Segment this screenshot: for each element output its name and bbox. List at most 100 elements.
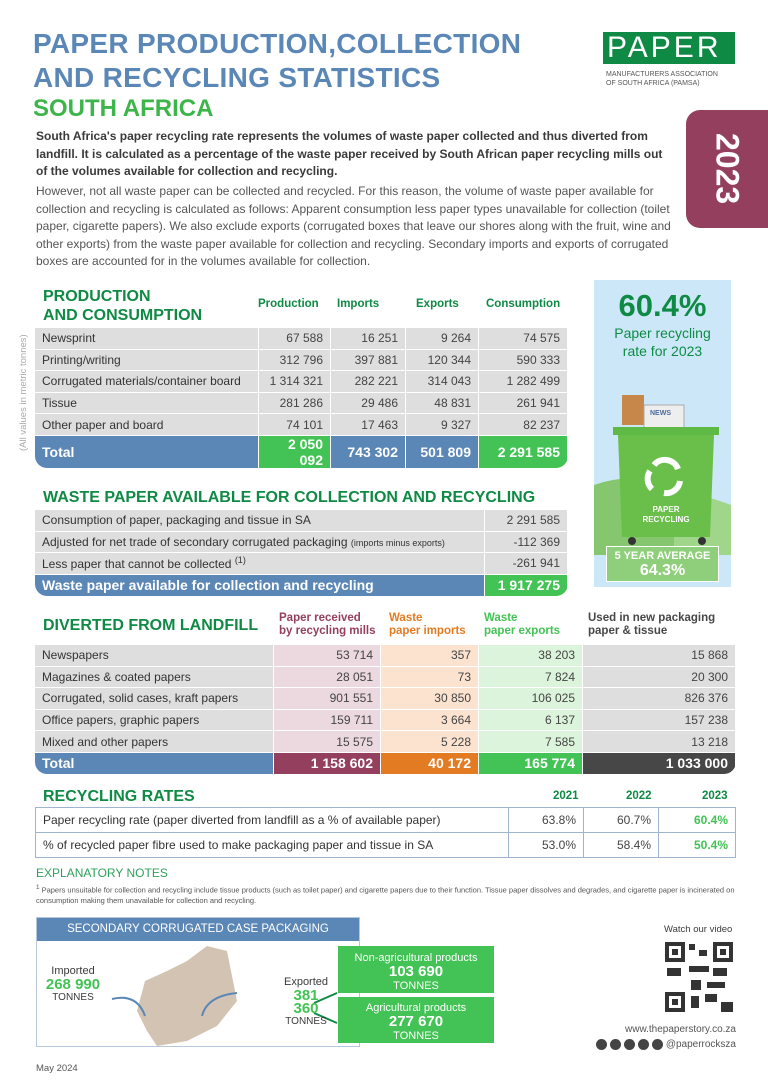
- five-year-average: 5 YEAR AVERAGE 64.3%: [606, 546, 719, 582]
- table-cell: 48 831: [405, 391, 479, 415]
- exported-unit: TONNES: [285, 1016, 327, 1027]
- exported-label: Exported: [283, 976, 329, 988]
- table-cell: 63.8%: [508, 807, 584, 833]
- table-cell: 159 711: [273, 708, 381, 732]
- table-cell: 53 714: [273, 644, 381, 667]
- imported-block: Imported 268 990 TONNES: [43, 965, 103, 1004]
- table-cell: 314 043: [405, 370, 479, 393]
- table-cell: 17 463: [330, 413, 406, 436]
- total-row: Waste paper available for collection and…: [34, 573, 568, 597]
- table-cell: 282 221: [330, 370, 406, 393]
- logo-caption-2: OF SOUTH AFRICA (PAMSA): [606, 80, 700, 87]
- website-link[interactable]: www.thepaperstory.co.za: [625, 1024, 736, 1035]
- table-cell: 67 588: [258, 327, 331, 350]
- table-cell: 312 796: [258, 348, 331, 372]
- social-handle[interactable]: @paperrocksza: [665, 1039, 736, 1050]
- table-cell: 16 251: [330, 327, 406, 350]
- imported-unit: TONNES: [52, 992, 94, 1003]
- rates-table: Paper recycling rate (paper diverted fro…: [35, 807, 736, 858]
- table-cell: 9 327: [405, 413, 479, 436]
- table-cell: Total: [34, 434, 259, 469]
- table-cell: 82 237: [478, 413, 568, 436]
- non-ag-label: Non-agricultural products: [354, 952, 478, 964]
- diverted-column-header: Waste paper exports: [484, 612, 560, 638]
- total-row: Total 2 050 092 743 302 501 809 2 291 585: [34, 434, 568, 469]
- table-cell: 73: [380, 665, 479, 689]
- publish-date: May 2024: [36, 1063, 78, 1074]
- ag-unit: TONNES: [393, 1030, 439, 1042]
- table-cell: % of recycled paper fibre used to make p…: [35, 832, 509, 858]
- table-cell: Adjusted for net trade of secondary corr…: [34, 530, 485, 554]
- table-cell: 2 050 092: [258, 434, 331, 469]
- diverted-column-header: Paper received by recycling mills: [279, 612, 376, 638]
- year-2022: 2022: [626, 790, 652, 802]
- table-cell: 13 218: [582, 730, 736, 753]
- table-cell: 15 868: [582, 644, 736, 667]
- table-cell: 357: [380, 644, 479, 667]
- row-note: (imports minus exports): [350, 537, 445, 548]
- total-row: Total 1 158 602 40 172 165 774 1 033 000: [34, 751, 736, 775]
- table-cell: Total: [34, 751, 274, 775]
- table-cell: 60.4%: [658, 807, 736, 833]
- table-cell: 1 282 499: [478, 370, 568, 393]
- recycling-rate-panel: 60.4% Paper recycling rate for 2023 NEWS…: [594, 280, 731, 587]
- table-cell: 28 051: [273, 665, 381, 689]
- qr-code[interactable]: [665, 942, 733, 1012]
- header-line: Used in new packaging: [588, 612, 716, 624]
- table-cell: Magazines & coated papers: [34, 665, 274, 689]
- non-ag-unit: TONNES: [393, 980, 439, 992]
- recycle-icon: [644, 456, 683, 497]
- imported-label: Imported: [51, 965, 95, 977]
- header-line: paper imports: [389, 625, 466, 637]
- table-cell: 9 264: [405, 327, 479, 350]
- table-row: Adjusted for net trade of secondary corr…: [34, 530, 568, 554]
- header-line: Waste: [389, 612, 423, 624]
- intro-bold: South Africa's paper recycling rate repr…: [36, 129, 663, 178]
- instagram-icon[interactable]: [595, 1039, 607, 1050]
- table-cell: 7 585: [478, 730, 583, 753]
- table-row: Corrugated materials/container board 1 31…: [34, 370, 568, 393]
- table-cell: 826 376: [582, 687, 736, 710]
- table-cell: 58.4%: [583, 832, 659, 858]
- production-table: Newsprint 67 588 16 251 9 264 74 575 Printing…: [34, 327, 568, 469]
- secondary-box: SECONDARY CORRUGATED CASE PACKAGING Impo…: [36, 917, 360, 1047]
- col-consumption: Consumption: [486, 298, 561, 310]
- header-line: Paper received: [279, 612, 361, 624]
- table-row: Consumption of paper, packaging and tiss…: [34, 509, 568, 532]
- row-label: Less paper that cannot be collected: [42, 557, 232, 572]
- table-cell: 2 291 585: [484, 509, 568, 532]
- rates-title: RECYCLING RATES: [43, 788, 195, 805]
- year-2023: 2023: [702, 790, 728, 802]
- table-cell: 157 238: [582, 708, 736, 732]
- x-icon[interactable]: [623, 1039, 635, 1050]
- table-cell: Corrugated, solid cases, kraft papers: [34, 687, 274, 710]
- non-agricultural-box: Non-agricultural products 103 690 TONNES: [338, 946, 494, 993]
- exported-block: Exported 381 360 TONNES: [281, 976, 331, 1028]
- table-cell: Printing/writing: [34, 348, 259, 372]
- table-cell: 1 158 602: [273, 751, 381, 775]
- row-label: Adjusted for net trade of secondary corr…: [42, 534, 348, 549]
- col-exports: Exports: [416, 298, 459, 310]
- logo-caption: MANUFACTURERS ASSOCIATION OF SOUTH AFRICA…: [606, 70, 718, 88]
- table-cell: 40 172: [380, 751, 479, 775]
- non-ag-value: 103 690: [388, 963, 444, 980]
- table-cell: Other paper and board: [34, 413, 259, 436]
- year-tab: 2023: [686, 110, 768, 228]
- imported-value: 268 990: [45, 976, 101, 993]
- table-row: Other paper and board 74 101 17 463 9 327 82…: [34, 413, 568, 436]
- facebook-icon[interactable]: [609, 1039, 621, 1050]
- footnote-text: Papers unsuitable for collection and rec…: [36, 885, 735, 905]
- production-title: PRODUCTION AND CONSUMPTION: [43, 287, 202, 325]
- header-line: paper & tissue: [588, 625, 668, 637]
- col-imports: Imports: [337, 298, 380, 310]
- table-row: Newsprint 67 588 16 251 9 264 74 575: [34, 327, 568, 350]
- table-cell: 2 291 585: [478, 434, 568, 469]
- logo-caption-1: MANUFACTURERS ASSOCIATION: [606, 71, 718, 78]
- table-cell: Consumption of paper, packaging and tiss…: [34, 509, 485, 532]
- table-cell: Tissue: [34, 391, 259, 415]
- youtube-icon[interactable]: [651, 1039, 663, 1050]
- ag-value: 277 670: [388, 1013, 444, 1030]
- linkedin-icon[interactable]: [637, 1039, 649, 1050]
- table-cell: 38 203: [478, 644, 583, 667]
- table-cell: 53.0%: [508, 832, 584, 858]
